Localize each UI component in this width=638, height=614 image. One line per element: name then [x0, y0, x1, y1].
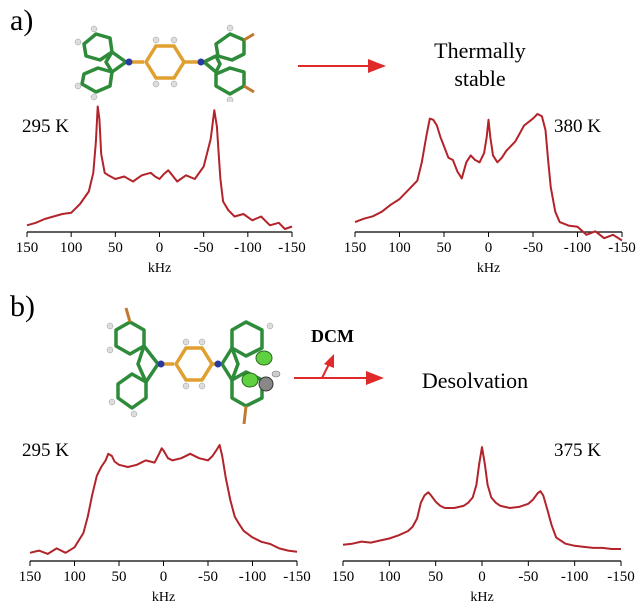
- x-tick-label: 0: [485, 240, 493, 256]
- spectrum-line: [355, 114, 622, 241]
- x-tick-label: -150: [283, 569, 311, 585]
- x-tick-label: 50: [112, 569, 127, 585]
- x-tick-label: 150: [344, 240, 367, 256]
- x-tick-label: -150: [607, 569, 635, 585]
- x-tick-label: -150: [608, 240, 636, 256]
- x-tick-label: -50: [198, 569, 218, 585]
- x-tick-label: -50: [523, 240, 543, 256]
- spectrum-line: [30, 445, 297, 554]
- x-tick-label: 50: [108, 240, 123, 256]
- x-tick-label: 150: [16, 240, 39, 256]
- x-axis-label: kHz: [470, 590, 493, 605]
- x-tick-label: 50: [437, 240, 452, 256]
- x-tick-label: 150: [19, 569, 42, 585]
- x-tick-label: 50: [428, 569, 443, 585]
- x-axis-label: kHz: [477, 261, 500, 276]
- x-tick-label: 0: [160, 569, 168, 585]
- x-tick-label: 100: [63, 569, 86, 585]
- x-axis-label: kHz: [152, 590, 175, 605]
- x-tick-label: 150: [332, 569, 355, 585]
- x-tick-label: 0: [478, 569, 486, 585]
- x-tick-label: 100: [378, 569, 401, 585]
- x-axis-label: kHz: [148, 261, 171, 276]
- x-tick-label: -50: [518, 569, 538, 585]
- spectrum-line: [27, 107, 292, 230]
- x-tick-label: 100: [60, 240, 83, 256]
- x-tick-label: -100: [561, 569, 589, 585]
- x-tick-label: 0: [156, 240, 164, 256]
- x-tick-label: -50: [194, 240, 214, 256]
- x-tick-label: -150: [278, 240, 306, 256]
- x-tick-label: -100: [234, 240, 262, 256]
- x-tick-label: -100: [564, 240, 592, 256]
- x-tick-label: 100: [388, 240, 411, 256]
- spectrum-line: [343, 447, 621, 549]
- x-tick-label: -100: [239, 569, 267, 585]
